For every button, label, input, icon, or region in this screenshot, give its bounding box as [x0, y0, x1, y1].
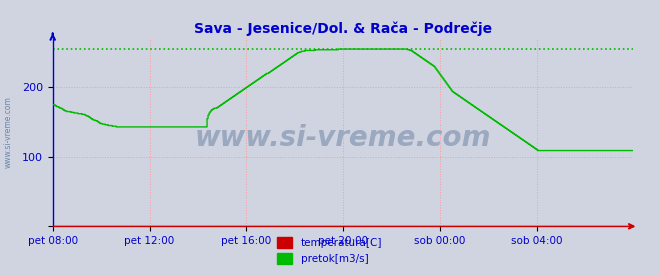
Title: Sava - Jesenice/Dol. & Rača - Podrečje: Sava - Jesenice/Dol. & Rača - Podrečje — [194, 22, 492, 36]
Legend: temperatura[C], pretok[m3/s]: temperatura[C], pretok[m3/s] — [273, 233, 386, 268]
Text: www.si-vreme.com: www.si-vreme.com — [3, 97, 13, 168]
Text: www.si-vreme.com: www.si-vreme.com — [194, 124, 491, 152]
